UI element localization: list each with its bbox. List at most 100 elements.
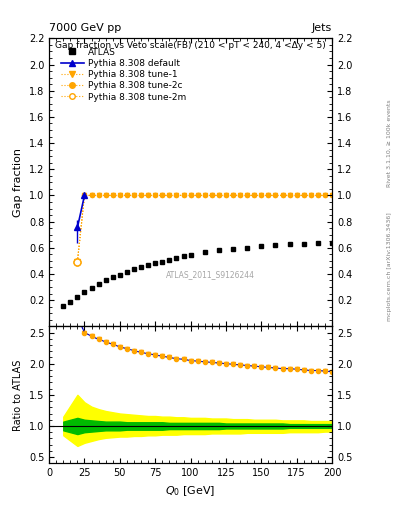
Pythia 8.308 tune-2m bbox=[110, 193, 115, 199]
Pythia 8.308 tune-2c bbox=[309, 193, 313, 199]
Pythia 8.308 tune-1 bbox=[118, 193, 122, 199]
Pythia 8.308 tune-2c bbox=[238, 193, 242, 199]
Pythia 8.308 tune-2c bbox=[188, 193, 193, 199]
ATLAS bbox=[330, 240, 334, 246]
Pythia 8.308 tune-1 bbox=[188, 193, 193, 199]
Pythia 8.308 tune-2m bbox=[217, 193, 221, 199]
ATLAS bbox=[167, 257, 172, 263]
Pythia 8.308 tune-2c bbox=[259, 193, 264, 199]
ATLAS bbox=[181, 253, 186, 260]
Pythia 8.308 tune-1 bbox=[209, 193, 214, 199]
Pythia 8.308 tune-1 bbox=[259, 193, 264, 199]
ATLAS bbox=[316, 240, 320, 246]
Pythia 8.308 tune-2m bbox=[287, 193, 292, 199]
Pythia 8.308 tune-2m bbox=[245, 193, 250, 199]
Pythia 8.308 tune-2m bbox=[209, 193, 214, 199]
Line: Pythia 8.308 tune-1: Pythia 8.308 tune-1 bbox=[83, 194, 334, 198]
Pythia 8.308 tune-1 bbox=[167, 193, 172, 199]
Pythia 8.308 tune-2m bbox=[330, 193, 334, 199]
ATLAS bbox=[118, 271, 122, 278]
Pythia 8.308 tune-2c bbox=[167, 193, 172, 199]
Pythia 8.308 tune-2m bbox=[125, 193, 129, 199]
Pythia 8.308 tune-2c bbox=[110, 193, 115, 199]
Pythia 8.308 tune-2m bbox=[195, 193, 200, 199]
Pythia 8.308 tune-2c bbox=[287, 193, 292, 199]
Pythia 8.308 tune-1 bbox=[224, 193, 228, 199]
Pythia 8.308 tune-2m bbox=[259, 193, 264, 199]
Pythia 8.308 tune-2m bbox=[280, 193, 285, 199]
Pythia 8.308 tune-2c bbox=[231, 193, 235, 199]
Pythia 8.308 tune-2c bbox=[153, 193, 158, 199]
Pythia 8.308 tune-2c bbox=[96, 193, 101, 199]
Pythia 8.308 tune-1 bbox=[82, 193, 87, 199]
Pythia 8.308 tune-2c bbox=[139, 193, 143, 199]
Pythia 8.308 tune-1 bbox=[217, 193, 221, 199]
Pythia 8.308 tune-1 bbox=[195, 193, 200, 199]
Pythia 8.308 tune-2c bbox=[209, 193, 214, 199]
ATLAS bbox=[153, 261, 158, 267]
Pythia 8.308 tune-2m bbox=[139, 193, 143, 199]
ATLAS bbox=[125, 269, 129, 275]
Pythia 8.308 tune-2c bbox=[118, 193, 122, 199]
ATLAS bbox=[160, 259, 165, 265]
Pythia 8.308 tune-1 bbox=[153, 193, 158, 199]
Pythia 8.308 tune-2c bbox=[266, 193, 271, 199]
Text: Jets: Jets bbox=[312, 23, 332, 33]
Pythia 8.308 tune-2m bbox=[167, 193, 172, 199]
ATLAS bbox=[96, 281, 101, 287]
Pythia 8.308 tune-2m bbox=[309, 193, 313, 199]
Pythia 8.308 tune-2c bbox=[103, 193, 108, 199]
Pythia 8.308 tune-1 bbox=[181, 193, 186, 199]
Pythia 8.308 tune-1 bbox=[110, 193, 115, 199]
Pythia 8.308 tune-1 bbox=[174, 193, 179, 199]
Pythia 8.308 tune-2c bbox=[195, 193, 200, 199]
Pythia 8.308 tune-2m bbox=[188, 193, 193, 199]
Pythia 8.308 tune-2m bbox=[294, 193, 299, 199]
Text: 7000 GeV pp: 7000 GeV pp bbox=[49, 23, 121, 33]
ATLAS bbox=[75, 294, 80, 301]
Pythia 8.308 tune-1 bbox=[139, 193, 143, 199]
Pythia 8.308 tune-2c bbox=[181, 193, 186, 199]
ATLAS bbox=[68, 299, 73, 305]
Pythia 8.308 tune-1 bbox=[287, 193, 292, 199]
Pythia 8.308 tune-2c bbox=[174, 193, 179, 199]
Pythia 8.308 tune-2m bbox=[82, 193, 87, 199]
Pythia 8.308 tune-1 bbox=[301, 193, 306, 199]
ATLAS bbox=[231, 246, 235, 252]
Pythia 8.308 tune-1 bbox=[330, 193, 334, 199]
ATLAS bbox=[202, 249, 207, 255]
Pythia 8.308 tune-2m bbox=[266, 193, 271, 199]
Pythia 8.308 tune-2c bbox=[245, 193, 250, 199]
X-axis label: $Q_0$ [GeV]: $Q_0$ [GeV] bbox=[165, 484, 216, 498]
ATLAS bbox=[188, 252, 193, 258]
Text: Gap fraction vs Veto scale(FB) (210 < pT < 240, 4 <Δy < 5): Gap fraction vs Veto scale(FB) (210 < pT… bbox=[55, 41, 325, 50]
ATLAS bbox=[61, 303, 66, 309]
Legend: ATLAS, Pythia 8.308 default, Pythia 8.308 tune-1, Pythia 8.308 tune-2c, Pythia 8: ATLAS, Pythia 8.308 default, Pythia 8.30… bbox=[59, 46, 188, 103]
ATLAS bbox=[217, 247, 221, 253]
ATLAS bbox=[174, 255, 179, 261]
Pythia 8.308 tune-2c bbox=[252, 193, 257, 199]
Pythia 8.308 tune-1 bbox=[103, 193, 108, 199]
Pythia 8.308 tune-1 bbox=[89, 193, 94, 199]
Pythia 8.308 tune-2m bbox=[89, 193, 94, 199]
ATLAS bbox=[139, 264, 143, 270]
Pythia 8.308 tune-2m bbox=[118, 193, 122, 199]
Y-axis label: Ratio to ATLAS: Ratio to ATLAS bbox=[13, 359, 23, 431]
Pythia 8.308 tune-2m bbox=[202, 193, 207, 199]
Pythia 8.308 tune-2c bbox=[294, 193, 299, 199]
Pythia 8.308 tune-2c bbox=[280, 193, 285, 199]
Pythia 8.308 tune-2m bbox=[224, 193, 228, 199]
Pythia 8.308 tune-1 bbox=[202, 193, 207, 199]
Pythia 8.308 tune-1 bbox=[252, 193, 257, 199]
Pythia 8.308 tune-1 bbox=[146, 193, 151, 199]
Pythia 8.308 tune-2c bbox=[202, 193, 207, 199]
Pythia 8.308 tune-2m bbox=[252, 193, 257, 199]
Pythia 8.308 tune-2c bbox=[301, 193, 306, 199]
Pythia 8.308 tune-1 bbox=[132, 193, 136, 199]
Pythia 8.308 tune-1 bbox=[125, 193, 129, 199]
Pythia 8.308 tune-2m bbox=[160, 193, 165, 199]
ATLAS bbox=[273, 242, 278, 248]
Pythia 8.308 tune-2m bbox=[273, 193, 278, 199]
Pythia 8.308 tune-2c bbox=[89, 193, 94, 199]
Pythia 8.308 tune-1 bbox=[96, 193, 101, 199]
